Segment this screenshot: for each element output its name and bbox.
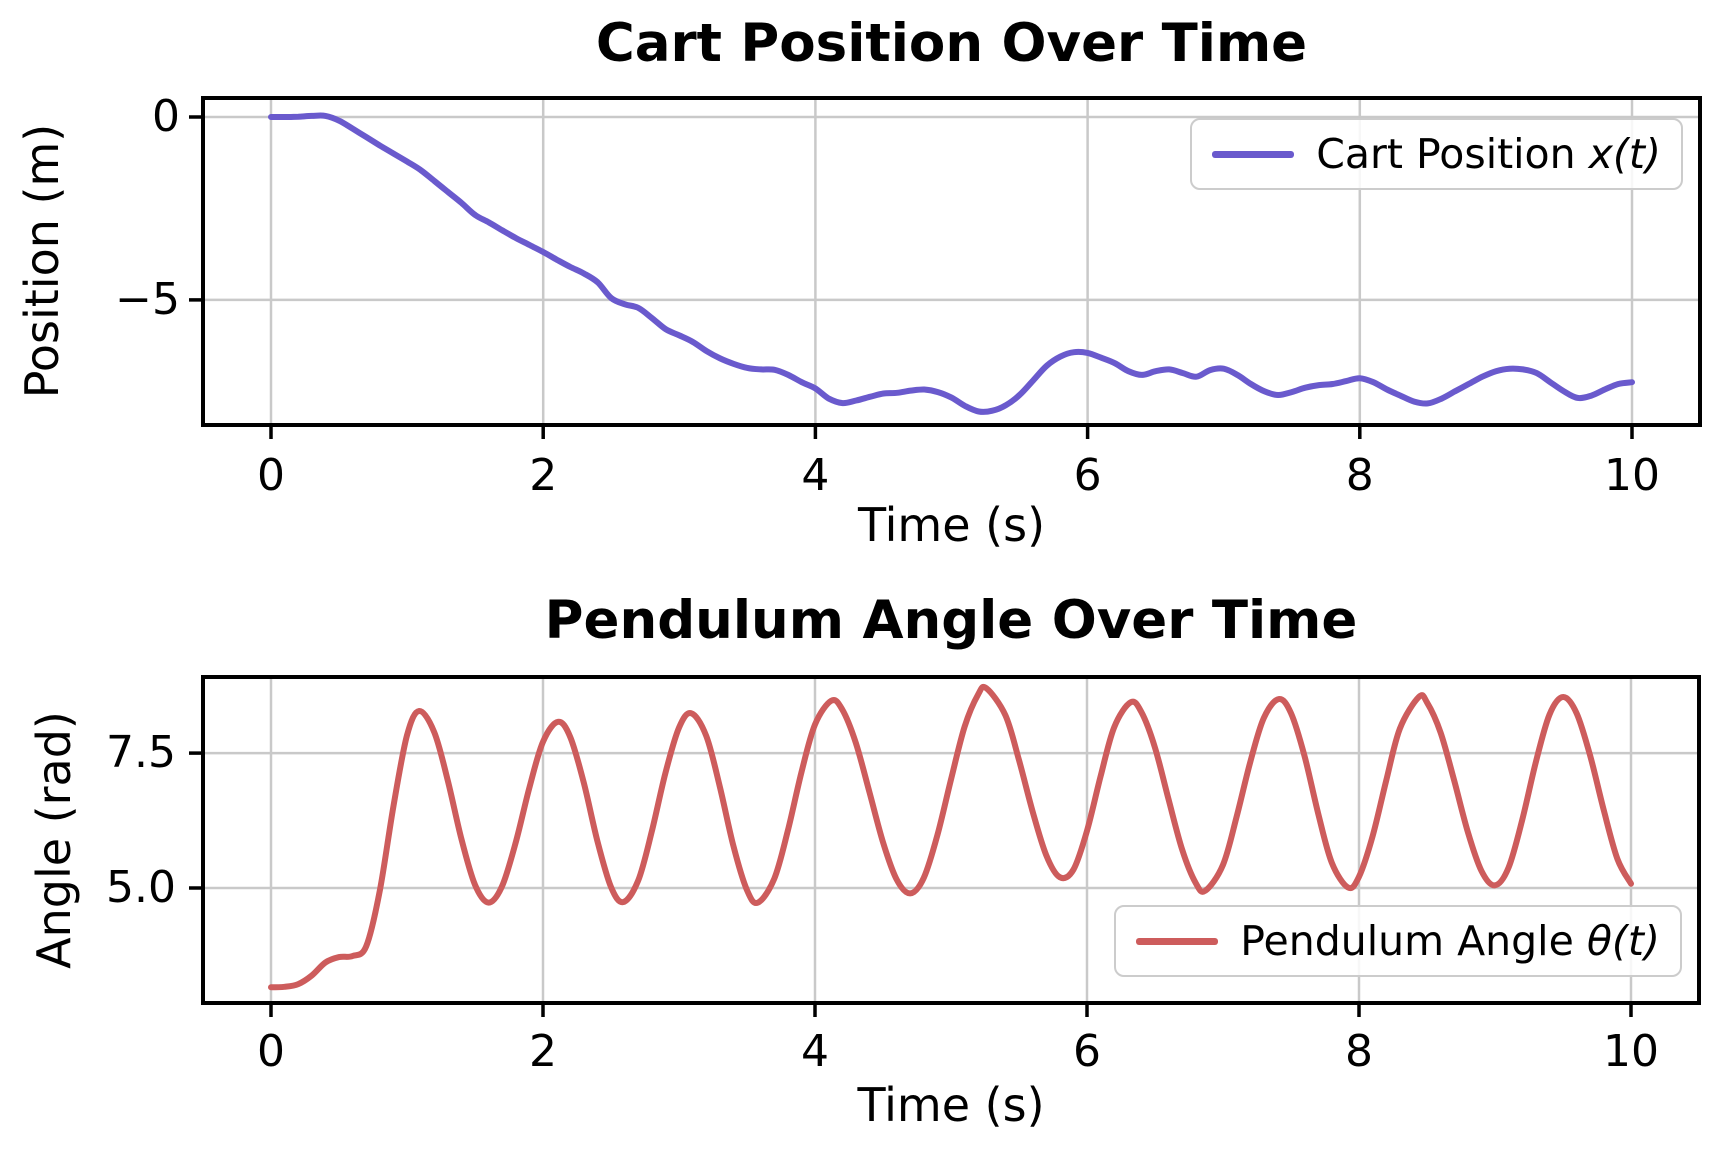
axes-spines bbox=[201, 96, 1702, 427]
x-tick-label: 10 bbox=[1603, 1026, 1659, 1077]
y-tick-label: 7.5 bbox=[106, 726, 176, 778]
plot-area bbox=[189, 675, 1701, 1017]
data-line bbox=[268, 112, 1635, 415]
y-tick-label: 0 bbox=[152, 90, 180, 142]
data-line bbox=[268, 683, 1634, 991]
x-tick-label: 2 bbox=[529, 450, 558, 501]
y-axis-label: Position (m) bbox=[15, 123, 69, 399]
x-axis-label: Time (s) bbox=[857, 498, 1046, 552]
x-tick-label: 2 bbox=[529, 1026, 557, 1077]
legend: Cart Position x(t) bbox=[1190, 118, 1683, 190]
legend-label: Pendulum Angle θ(t) bbox=[1240, 917, 1660, 965]
chart-title: Pendulum Angle Over Time bbox=[544, 590, 1358, 651]
legend: Pendulum Angle θ(t) bbox=[1114, 905, 1682, 977]
y-tick-label: 5.0 bbox=[106, 861, 176, 913]
x-tick-label: 8 bbox=[1345, 450, 1374, 501]
y-tick-label: −5 bbox=[115, 273, 180, 325]
plot-area bbox=[189, 96, 1702, 439]
x-tick-label: 10 bbox=[1603, 450, 1660, 501]
x-tick-label: 0 bbox=[257, 1026, 285, 1077]
axes-spines bbox=[201, 675, 1701, 1005]
x-tick-label: 6 bbox=[1073, 1026, 1101, 1077]
x-tick-label: 4 bbox=[801, 1026, 829, 1077]
x-tick-label: 4 bbox=[801, 450, 830, 501]
x-axis-label: Time (s) bbox=[857, 1078, 1045, 1132]
legend-line-sample bbox=[1136, 937, 1219, 945]
chart-title: Cart Position Over Time bbox=[595, 13, 1308, 74]
x-tick-label: 8 bbox=[1345, 1026, 1373, 1077]
y-axis-label: Angle (rad) bbox=[27, 711, 81, 969]
x-tick-label: 0 bbox=[257, 450, 286, 501]
x-tick-label: 6 bbox=[1073, 450, 1102, 501]
legend-label: Cart Position x(t) bbox=[1316, 130, 1661, 178]
legend-line-sample bbox=[1212, 150, 1295, 158]
